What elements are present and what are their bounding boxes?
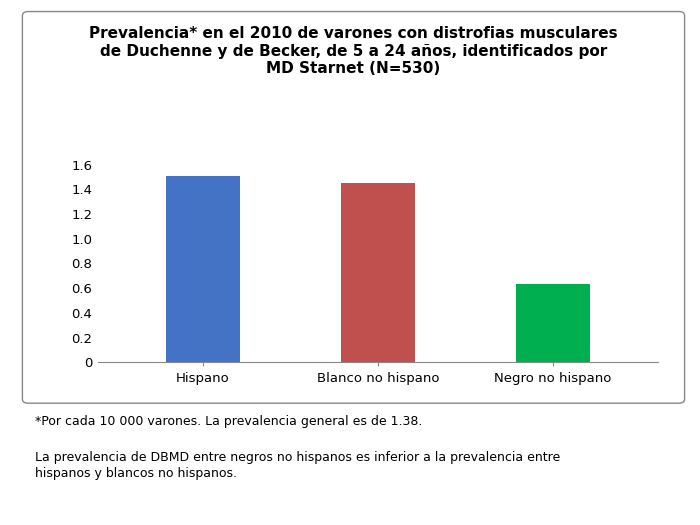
Text: Prevalencia* en el 2010 de varones con distrofias musculares
de Duchenne y de Be: Prevalencia* en el 2010 de varones con d…	[89, 26, 618, 76]
Bar	[517, 285, 589, 362]
Bar	[342, 183, 414, 362]
Text: *Por cada 10 000 varones. La prevalencia general es de 1.38.: *Por cada 10 000 varones. La prevalencia…	[35, 415, 422, 428]
Text: La prevalencia de DBMD entre negros no hispanos es inferior a la prevalencia ent: La prevalencia de DBMD entre negros no h…	[35, 452, 560, 479]
Bar	[167, 176, 239, 362]
